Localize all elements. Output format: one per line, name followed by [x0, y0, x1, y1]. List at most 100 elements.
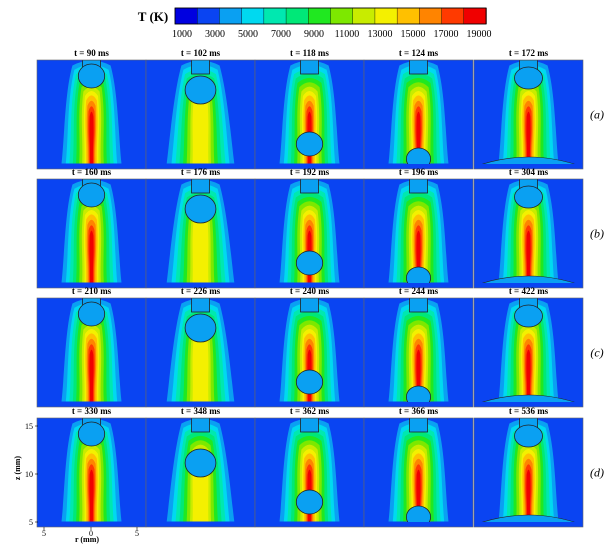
time-label: t = 172 ms	[509, 48, 549, 58]
workpiece-base	[146, 164, 255, 169]
time-label: t = 240 ms	[290, 286, 330, 296]
contour-panel	[364, 179, 473, 288]
droplet	[77, 182, 106, 208]
contour-panel	[146, 418, 255, 527]
time-label: t = 176 ms	[181, 167, 221, 177]
contour-panel	[364, 418, 473, 527]
temperature-contour	[526, 349, 531, 402]
z-axis-label: z (mm)	[13, 456, 22, 481]
workpiece-base	[146, 522, 255, 527]
temperature-contour	[89, 469, 94, 522]
electrode	[409, 298, 428, 313]
electrode	[191, 60, 210, 75]
electrode	[191, 179, 210, 194]
z-tick-label: 15	[25, 422, 33, 431]
colorbar-frame	[174, 7, 487, 25]
r-axis-label: r (mm)	[75, 535, 99, 544]
panel-frame	[473, 297, 584, 408]
temperature-contour	[192, 90, 209, 164]
workpiece-base	[474, 522, 583, 527]
electrode	[191, 418, 210, 433]
electrode	[300, 60, 319, 75]
contour-panel	[255, 418, 364, 527]
time-label: t = 118 ms	[290, 48, 329, 58]
droplet	[184, 313, 217, 343]
colorbar-swatch	[308, 7, 332, 25]
colorbar-tick-label: 11000	[335, 29, 360, 40]
time-label: t = 362 ms	[290, 406, 330, 416]
electrode	[409, 418, 428, 433]
colorbar-swatch	[419, 7, 443, 25]
workpiece-base	[364, 522, 473, 527]
time-label: t = 226 ms	[181, 286, 221, 296]
time-label: t = 160 ms	[72, 167, 112, 177]
colorbar-swatch	[174, 7, 198, 25]
panel-frame	[473, 59, 584, 170]
time-label: t = 210 ms	[72, 286, 112, 296]
droplet	[295, 250, 324, 276]
temperature-contour	[192, 209, 209, 283]
row-label: (b)	[590, 227, 604, 241]
electrode	[409, 179, 428, 194]
droplet	[295, 369, 324, 395]
contour-panel	[37, 298, 146, 407]
time-label: t = 244 ms	[399, 286, 439, 296]
colorbar-tick-label: 5000	[238, 29, 258, 40]
colorbar-tick-label: 17000	[434, 29, 459, 40]
panel-frame	[473, 178, 584, 289]
workpiece-base	[255, 522, 364, 527]
contour-panel	[255, 60, 364, 169]
time-label: t = 366 ms	[399, 406, 439, 416]
panel-frame	[363, 297, 474, 408]
electrode	[300, 418, 319, 433]
time-label: t = 536 ms	[509, 406, 549, 416]
panel-grid: (a) t = 90 ms t = 102 ms t = 118 ms t = 124 …	[36, 48, 604, 528]
contour-panel	[37, 179, 146, 288]
time-label: t = 192 ms	[290, 167, 330, 177]
row-label: (a)	[590, 108, 604, 122]
panel-frame	[473, 417, 584, 528]
time-label: t = 124 ms	[399, 48, 439, 58]
contour-panel	[474, 60, 583, 169]
time-label: t = 90 ms	[74, 48, 109, 58]
workpiece-base	[474, 402, 583, 407]
temperature-contour	[89, 230, 94, 283]
colorbar-swatch	[352, 7, 376, 25]
contour-panel	[474, 179, 583, 288]
droplet	[406, 505, 431, 527]
contour-panel	[37, 418, 146, 527]
electrode	[191, 298, 210, 313]
contour-panel	[255, 179, 364, 288]
colorbar-swatch	[463, 7, 487, 25]
colorbar-swatch	[441, 7, 465, 25]
contour-panel	[364, 60, 473, 169]
row-label: (c)	[590, 346, 603, 360]
colorbar: 1000 3000 5000 7000 9000 11000 13000 15000 17000…	[172, 7, 492, 40]
colorbar-swatch	[396, 7, 421, 25]
workpiece-base	[146, 402, 255, 407]
z-tick-label: 10	[25, 470, 33, 479]
temperature-contour	[526, 111, 531, 164]
z-tick-label: 5	[29, 518, 33, 527]
workpiece-base	[255, 402, 364, 407]
colorbar-swatch	[330, 7, 354, 25]
workpiece-base	[37, 402, 146, 407]
electrode	[409, 60, 428, 75]
colorbar-tick-label: 15000	[401, 29, 426, 40]
colorbar-tick-label: 13000	[368, 29, 393, 40]
temperature-contour	[89, 111, 94, 164]
temperature-contour	[526, 469, 531, 522]
time-label: t = 304 ms	[509, 167, 549, 177]
contour-panel	[364, 298, 473, 407]
workpiece-base	[255, 164, 364, 169]
colorbar-title: T (K)	[138, 9, 168, 24]
time-label: t = 330 ms	[72, 406, 112, 416]
contour-panel	[37, 60, 146, 169]
droplet-pendant	[514, 66, 543, 90]
colorbar-swatch	[374, 7, 398, 25]
workpiece-base	[364, 283, 473, 288]
droplet	[406, 385, 431, 407]
droplet	[184, 448, 217, 478]
panel-frame	[363, 417, 474, 528]
